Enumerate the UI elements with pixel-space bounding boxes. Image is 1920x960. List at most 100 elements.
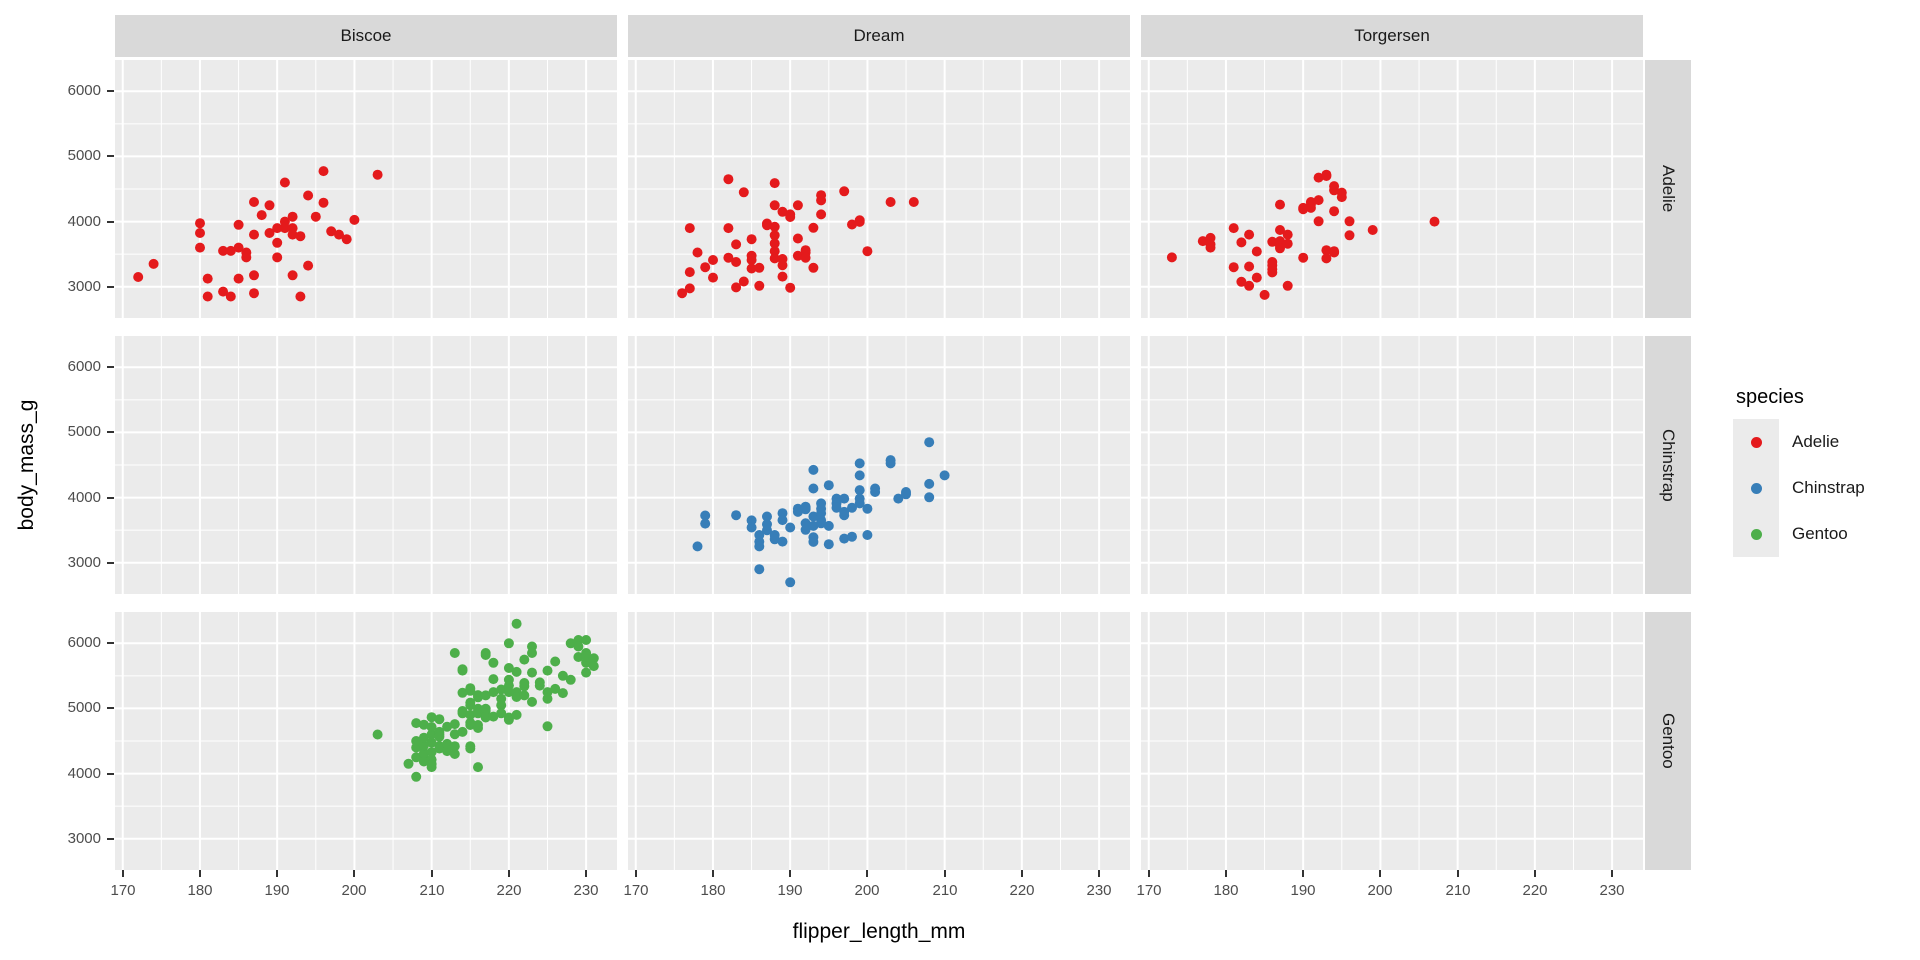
- data-point: [677, 288, 688, 299]
- data-point: [279, 177, 290, 188]
- data-point: [480, 650, 491, 660]
- x-tick-label: 230: [1086, 882, 1112, 899]
- data-point: [449, 741, 460, 752]
- data-point: [249, 288, 259, 299]
- data-point: [503, 663, 514, 673]
- y-tick-label: 4000: [67, 213, 101, 230]
- data-point: [684, 223, 695, 234]
- data-point: [769, 230, 780, 241]
- data-point: [854, 485, 865, 496]
- data-point: [426, 737, 437, 748]
- data-point: [249, 197, 259, 207]
- data-point: [1251, 272, 1262, 283]
- x-tick-mark: [1225, 870, 1227, 877]
- data-point: [1259, 289, 1270, 300]
- data-point: [403, 758, 414, 769]
- data-point: [426, 759, 437, 770]
- data-point: [839, 186, 850, 197]
- x-tick-label: 180: [187, 882, 213, 899]
- gentoo-point-icon: [1751, 529, 1762, 540]
- data-point: [264, 200, 275, 211]
- data-point: [272, 237, 283, 248]
- data-point: [418, 732, 429, 743]
- data-point: [465, 709, 476, 720]
- data-point: [792, 233, 803, 244]
- chinstrap-point-icon: [1751, 483, 1762, 494]
- facet-strip-label: Chinstrap: [1659, 428, 1678, 502]
- x-tick-label: 190: [1290, 882, 1316, 899]
- data-point: [488, 674, 499, 685]
- x-tick-mark: [1098, 870, 1100, 877]
- data-point: [303, 190, 314, 201]
- data-point: [581, 651, 592, 662]
- data-point: [754, 280, 765, 291]
- y-tick-label: 5000: [67, 147, 101, 164]
- data-point: [449, 729, 460, 740]
- data-point: [738, 276, 749, 287]
- data-point: [542, 665, 553, 676]
- data-point: [762, 511, 772, 522]
- y-tick-mark: [107, 286, 114, 288]
- data-point: [534, 677, 545, 688]
- x-tick-label: 230: [1599, 882, 1625, 899]
- data-point: [249, 229, 259, 240]
- data-point: [496, 693, 507, 704]
- data-point: [542, 721, 553, 732]
- data-point: [418, 748, 429, 759]
- data-point: [777, 536, 788, 547]
- data-point: [808, 532, 819, 543]
- data-point: [769, 178, 780, 189]
- x-tick-label: 230: [573, 882, 599, 899]
- data-point: [738, 187, 749, 198]
- data-point: [426, 722, 437, 732]
- data-point: [1244, 280, 1255, 291]
- facet-panel-adelie-torgersen: [1141, 60, 1643, 318]
- data-point: [411, 718, 422, 729]
- data-point: [1321, 253, 1332, 264]
- data-point: [318, 197, 329, 208]
- data-point: [457, 665, 468, 676]
- data-point: [746, 234, 757, 245]
- data-point: [426, 729, 437, 740]
- data-point: [839, 510, 850, 521]
- data-point: [1282, 238, 1293, 249]
- data-point: [218, 245, 229, 256]
- data-point: [195, 218, 205, 229]
- data-point: [885, 458, 896, 469]
- data-point: [692, 541, 703, 552]
- data-point: [785, 282, 796, 293]
- data-point: [465, 683, 476, 694]
- x-tick-label: 220: [1522, 882, 1548, 899]
- data-point: [550, 683, 561, 694]
- data-point: [426, 747, 437, 758]
- data-point: [746, 515, 757, 526]
- data-point: [1313, 172, 1324, 183]
- data-point: [581, 667, 592, 678]
- data-point: [465, 717, 476, 728]
- data-point: [457, 687, 468, 698]
- data-point: [349, 214, 360, 225]
- data-point: [792, 200, 803, 211]
- y-tick-label: 4000: [67, 765, 101, 782]
- data-point: [847, 531, 857, 542]
- facet-strip-label: Gentoo: [1659, 713, 1678, 769]
- x-tick-mark: [866, 870, 868, 877]
- data-point: [1313, 195, 1324, 206]
- data-point: [777, 260, 788, 271]
- data-point: [511, 618, 522, 629]
- data-point: [1197, 236, 1208, 247]
- data-point: [746, 263, 757, 274]
- data-point: [310, 211, 321, 222]
- data-point: [550, 656, 561, 667]
- x-tick-label: 180: [1213, 882, 1239, 899]
- data-point: [839, 533, 850, 544]
- data-point: [295, 231, 306, 242]
- y-tick-label: 3000: [67, 278, 101, 295]
- data-point: [854, 498, 865, 509]
- data-point: [1329, 206, 1340, 217]
- data-point: [769, 200, 780, 211]
- facet-strip-biscoe: Biscoe: [115, 15, 617, 57]
- data-point: [256, 210, 267, 221]
- data-point: [800, 524, 811, 535]
- data-point: [1275, 199, 1285, 210]
